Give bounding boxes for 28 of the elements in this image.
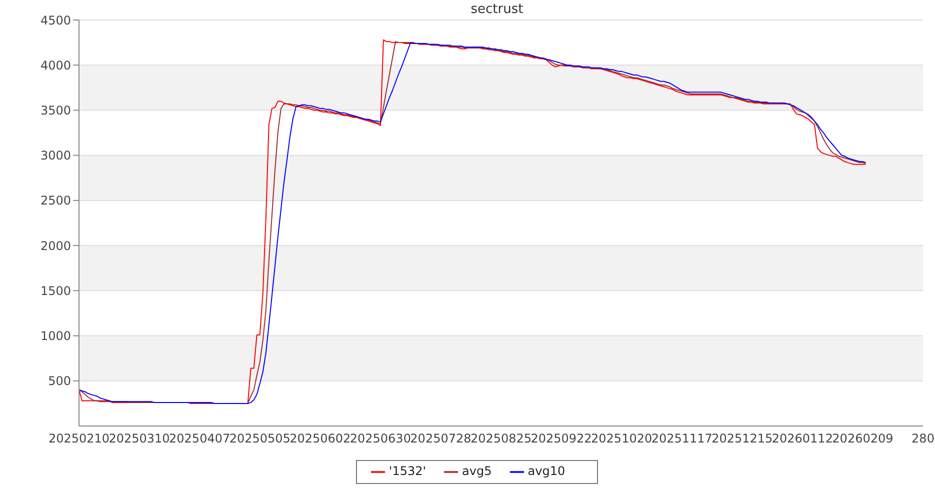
x-tick-label: 20260112 (772, 432, 833, 446)
y-tick-label: 2500 (40, 194, 71, 208)
x-tick-label: 20250630 (350, 432, 411, 446)
x-tick-label: 20250407 (169, 432, 230, 446)
x-tick-label: 280 (912, 432, 934, 446)
y-tick-label: 1500 (40, 284, 71, 298)
legend-label: avg5 (462, 464, 492, 478)
x-tick-label: 20250310 (108, 432, 170, 446)
x-tick-label: 20251020 (591, 432, 652, 446)
y-tick-label: 2000 (40, 238, 71, 253)
y-tick-label: 3000 (40, 148, 71, 163)
x-tick-label: 20251117 (651, 432, 712, 446)
x-tick-label: 20250210 (48, 432, 110, 446)
x-tick-label: 20250922 (530, 432, 592, 446)
x-tick-label: 20250728 (410, 432, 472, 446)
legend-label: avg10 (528, 464, 566, 478)
x-tick-label: 20260209 (832, 432, 894, 446)
y-tick-label: 3500 (40, 103, 71, 118)
y-tick-label: 4000 (40, 58, 71, 72)
x-tick-label: 20250505 (229, 432, 290, 446)
legend-label: '1532' (388, 464, 426, 478)
x-tick-label: 20250602 (290, 432, 351, 446)
x-tick-label: 20251215 (712, 432, 773, 446)
y-tick-label: 500 (48, 374, 71, 388)
y-tick-label: 1000 (40, 329, 71, 344)
x-tick-label: 20250825 (470, 432, 532, 446)
chart-title: sectrust (470, 2, 524, 17)
y-tick-label: 4500 (40, 13, 71, 28)
